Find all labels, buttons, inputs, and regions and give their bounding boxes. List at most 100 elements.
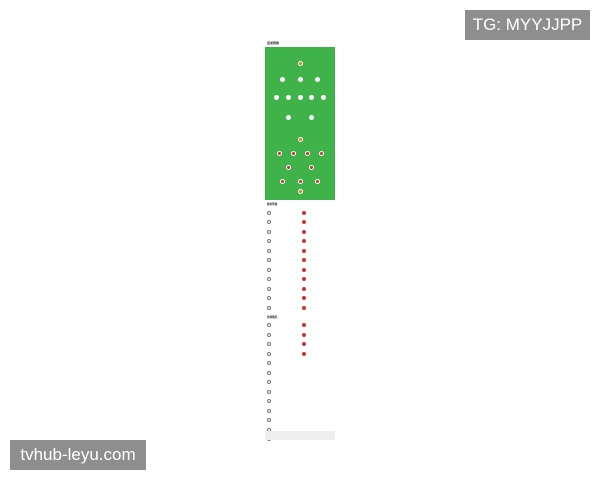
player-marker[interactable] — [296, 189, 304, 194]
player-item[interactable] — [300, 305, 335, 310]
player-shirt-icon — [320, 95, 326, 100]
player-item[interactable] — [265, 380, 300, 385]
player-avatar-icon — [267, 277, 271, 282]
player-item[interactable] — [300, 267, 335, 272]
player-item[interactable] — [265, 370, 300, 375]
player-marker[interactable] — [319, 95, 327, 100]
player-marker[interactable] — [296, 77, 304, 82]
player-marker[interactable] — [273, 95, 281, 100]
match-lineup-panel: 首发阵容 替补阵容 伤停情况 — [265, 40, 335, 442]
pitch — [265, 47, 335, 197]
player-item[interactable] — [265, 342, 300, 347]
player-item[interactable] — [265, 399, 300, 404]
player-shirt-icon — [285, 115, 291, 120]
player-marker[interactable] — [296, 61, 304, 66]
player-item[interactable] — [265, 418, 300, 423]
player-item[interactable] — [265, 220, 300, 225]
player-shirt-icon — [315, 77, 320, 82]
list-row — [265, 406, 335, 416]
list-row — [265, 359, 335, 369]
player-item[interactable] — [265, 361, 300, 366]
player-item[interactable] — [300, 277, 335, 282]
player-item[interactable] — [265, 239, 300, 244]
player-avatar-icon — [302, 267, 306, 272]
player-item[interactable] — [300, 229, 335, 234]
player-marker[interactable] — [296, 179, 304, 184]
player-avatar-icon — [302, 239, 306, 244]
player-marker[interactable] — [308, 165, 316, 170]
player-avatar-icon — [302, 286, 306, 291]
player-marker[interactable] — [317, 151, 325, 156]
player-marker[interactable] — [275, 151, 283, 156]
player-marker[interactable] — [314, 77, 322, 82]
player-shirt-icon — [297, 95, 303, 100]
list-row — [265, 321, 335, 331]
player-avatar-icon — [267, 239, 271, 244]
player-avatar-icon — [267, 351, 271, 356]
player-item[interactable] — [265, 296, 300, 301]
player-item[interactable] — [265, 248, 300, 253]
player-avatar-icon — [267, 305, 271, 310]
player-shirt-icon — [297, 189, 303, 194]
player-marker[interactable] — [284, 95, 292, 100]
player-item[interactable] — [300, 351, 335, 356]
player-item[interactable] — [265, 210, 300, 215]
player-avatar-icon — [267, 399, 271, 404]
player-item[interactable] — [265, 258, 300, 263]
subs-title: 替补阵容 — [267, 203, 278, 206]
player-item[interactable] — [300, 332, 335, 337]
player-marker[interactable] — [279, 77, 287, 82]
pitch-bottom-bar — [265, 197, 335, 200]
player-avatar-icon — [267, 361, 271, 366]
player-item[interactable] — [300, 258, 335, 263]
player-marker[interactable] — [303, 151, 311, 156]
injuries-list — [265, 321, 335, 445]
lineup-title-text: 首发阵容 — [267, 41, 280, 45]
player-item[interactable] — [265, 389, 300, 394]
player-avatar-icon — [267, 248, 271, 253]
player-item[interactable] — [300, 342, 335, 347]
player-marker[interactable] — [289, 151, 297, 156]
player-item[interactable] — [265, 277, 300, 282]
player-item[interactable] — [265, 351, 300, 356]
player-shirt-icon — [304, 151, 310, 156]
player-item[interactable] — [265, 305, 300, 310]
player-marker[interactable] — [314, 179, 322, 184]
player-shirt-icon — [318, 151, 324, 156]
player-marker[interactable] — [296, 95, 304, 100]
player-marker[interactable] — [308, 95, 316, 100]
player-item[interactable] — [300, 239, 335, 244]
player-marker[interactable] — [284, 115, 292, 120]
player-item[interactable] — [265, 323, 300, 328]
player-avatar-icon — [267, 210, 271, 215]
player-item[interactable] — [265, 408, 300, 413]
footer — [265, 431, 335, 440]
list-row — [265, 303, 335, 313]
player-avatar-icon — [302, 210, 306, 215]
player-avatar-icon — [267, 229, 271, 234]
player-avatar-icon — [267, 332, 271, 337]
player-item[interactable] — [300, 248, 335, 253]
player-marker[interactable] — [308, 115, 316, 120]
player-item[interactable] — [265, 267, 300, 272]
player-shirt-icon — [297, 137, 303, 142]
player-item[interactable] — [300, 220, 335, 225]
player-avatar-icon — [267, 408, 271, 413]
player-item[interactable] — [265, 332, 300, 337]
player-item[interactable] — [300, 296, 335, 301]
watermark-site: tvhub-leyu.com — [10, 440, 146, 470]
player-shirt-icon — [276, 151, 282, 156]
player-shirt-icon — [297, 61, 303, 66]
player-item[interactable] — [300, 210, 335, 215]
player-item[interactable] — [300, 286, 335, 291]
list-row — [265, 330, 335, 340]
player-marker[interactable] — [279, 179, 287, 184]
player-marker[interactable] — [284, 165, 292, 170]
player-avatar-icon — [302, 332, 306, 337]
list-row — [265, 387, 335, 397]
player-marker[interactable] — [296, 137, 304, 142]
player-item[interactable] — [265, 286, 300, 291]
player-item[interactable] — [265, 229, 300, 234]
player-shirt-icon — [309, 165, 315, 170]
player-item[interactable] — [300, 323, 335, 328]
